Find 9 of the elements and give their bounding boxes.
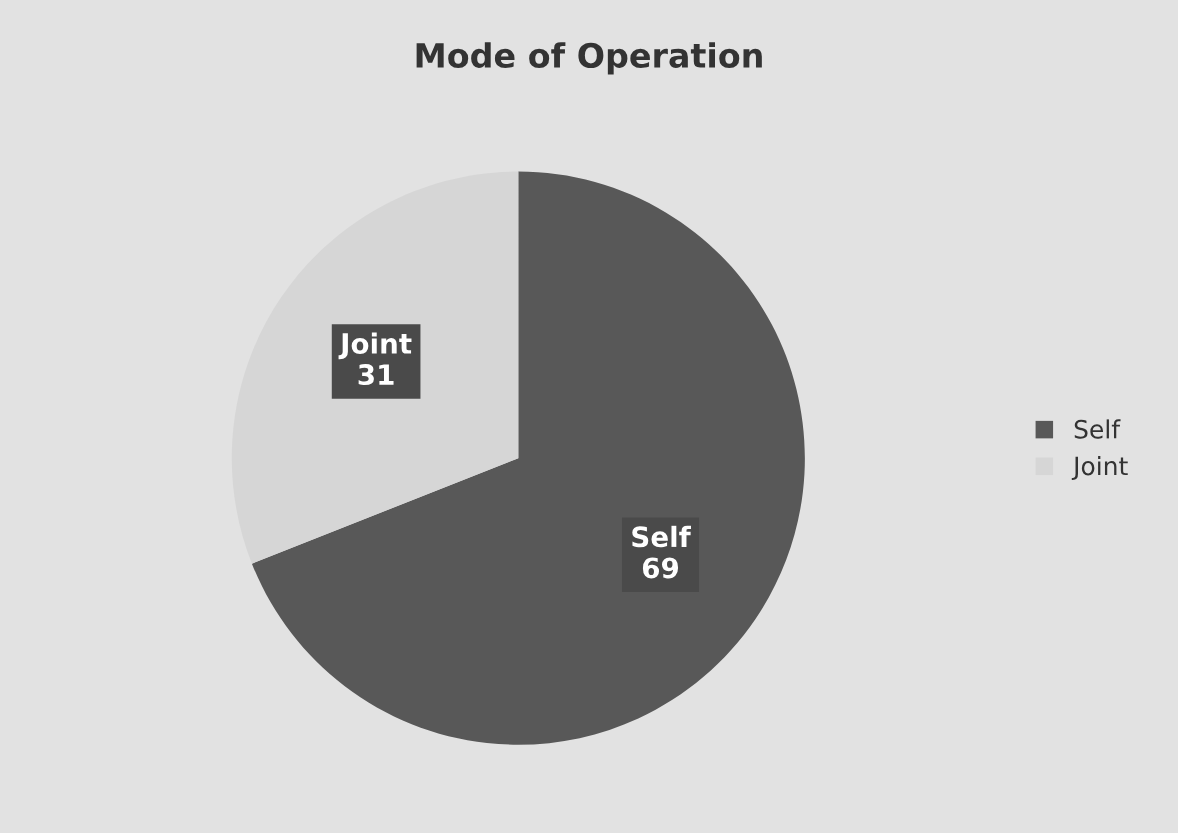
data-label: 69 bbox=[642, 557, 679, 579]
pie-slice bbox=[231, 171, 519, 564]
slice-label: Self bbox=[632, 525, 691, 548]
slice-label: Joint bbox=[338, 332, 412, 360]
chart-title: Mode of Operation bbox=[416, 42, 762, 75]
pie-slice bbox=[251, 171, 805, 745]
legend-label: Self bbox=[1074, 419, 1121, 439]
data-label: 31 bbox=[358, 364, 394, 386]
legend-label: Joint bbox=[1071, 456, 1128, 481]
